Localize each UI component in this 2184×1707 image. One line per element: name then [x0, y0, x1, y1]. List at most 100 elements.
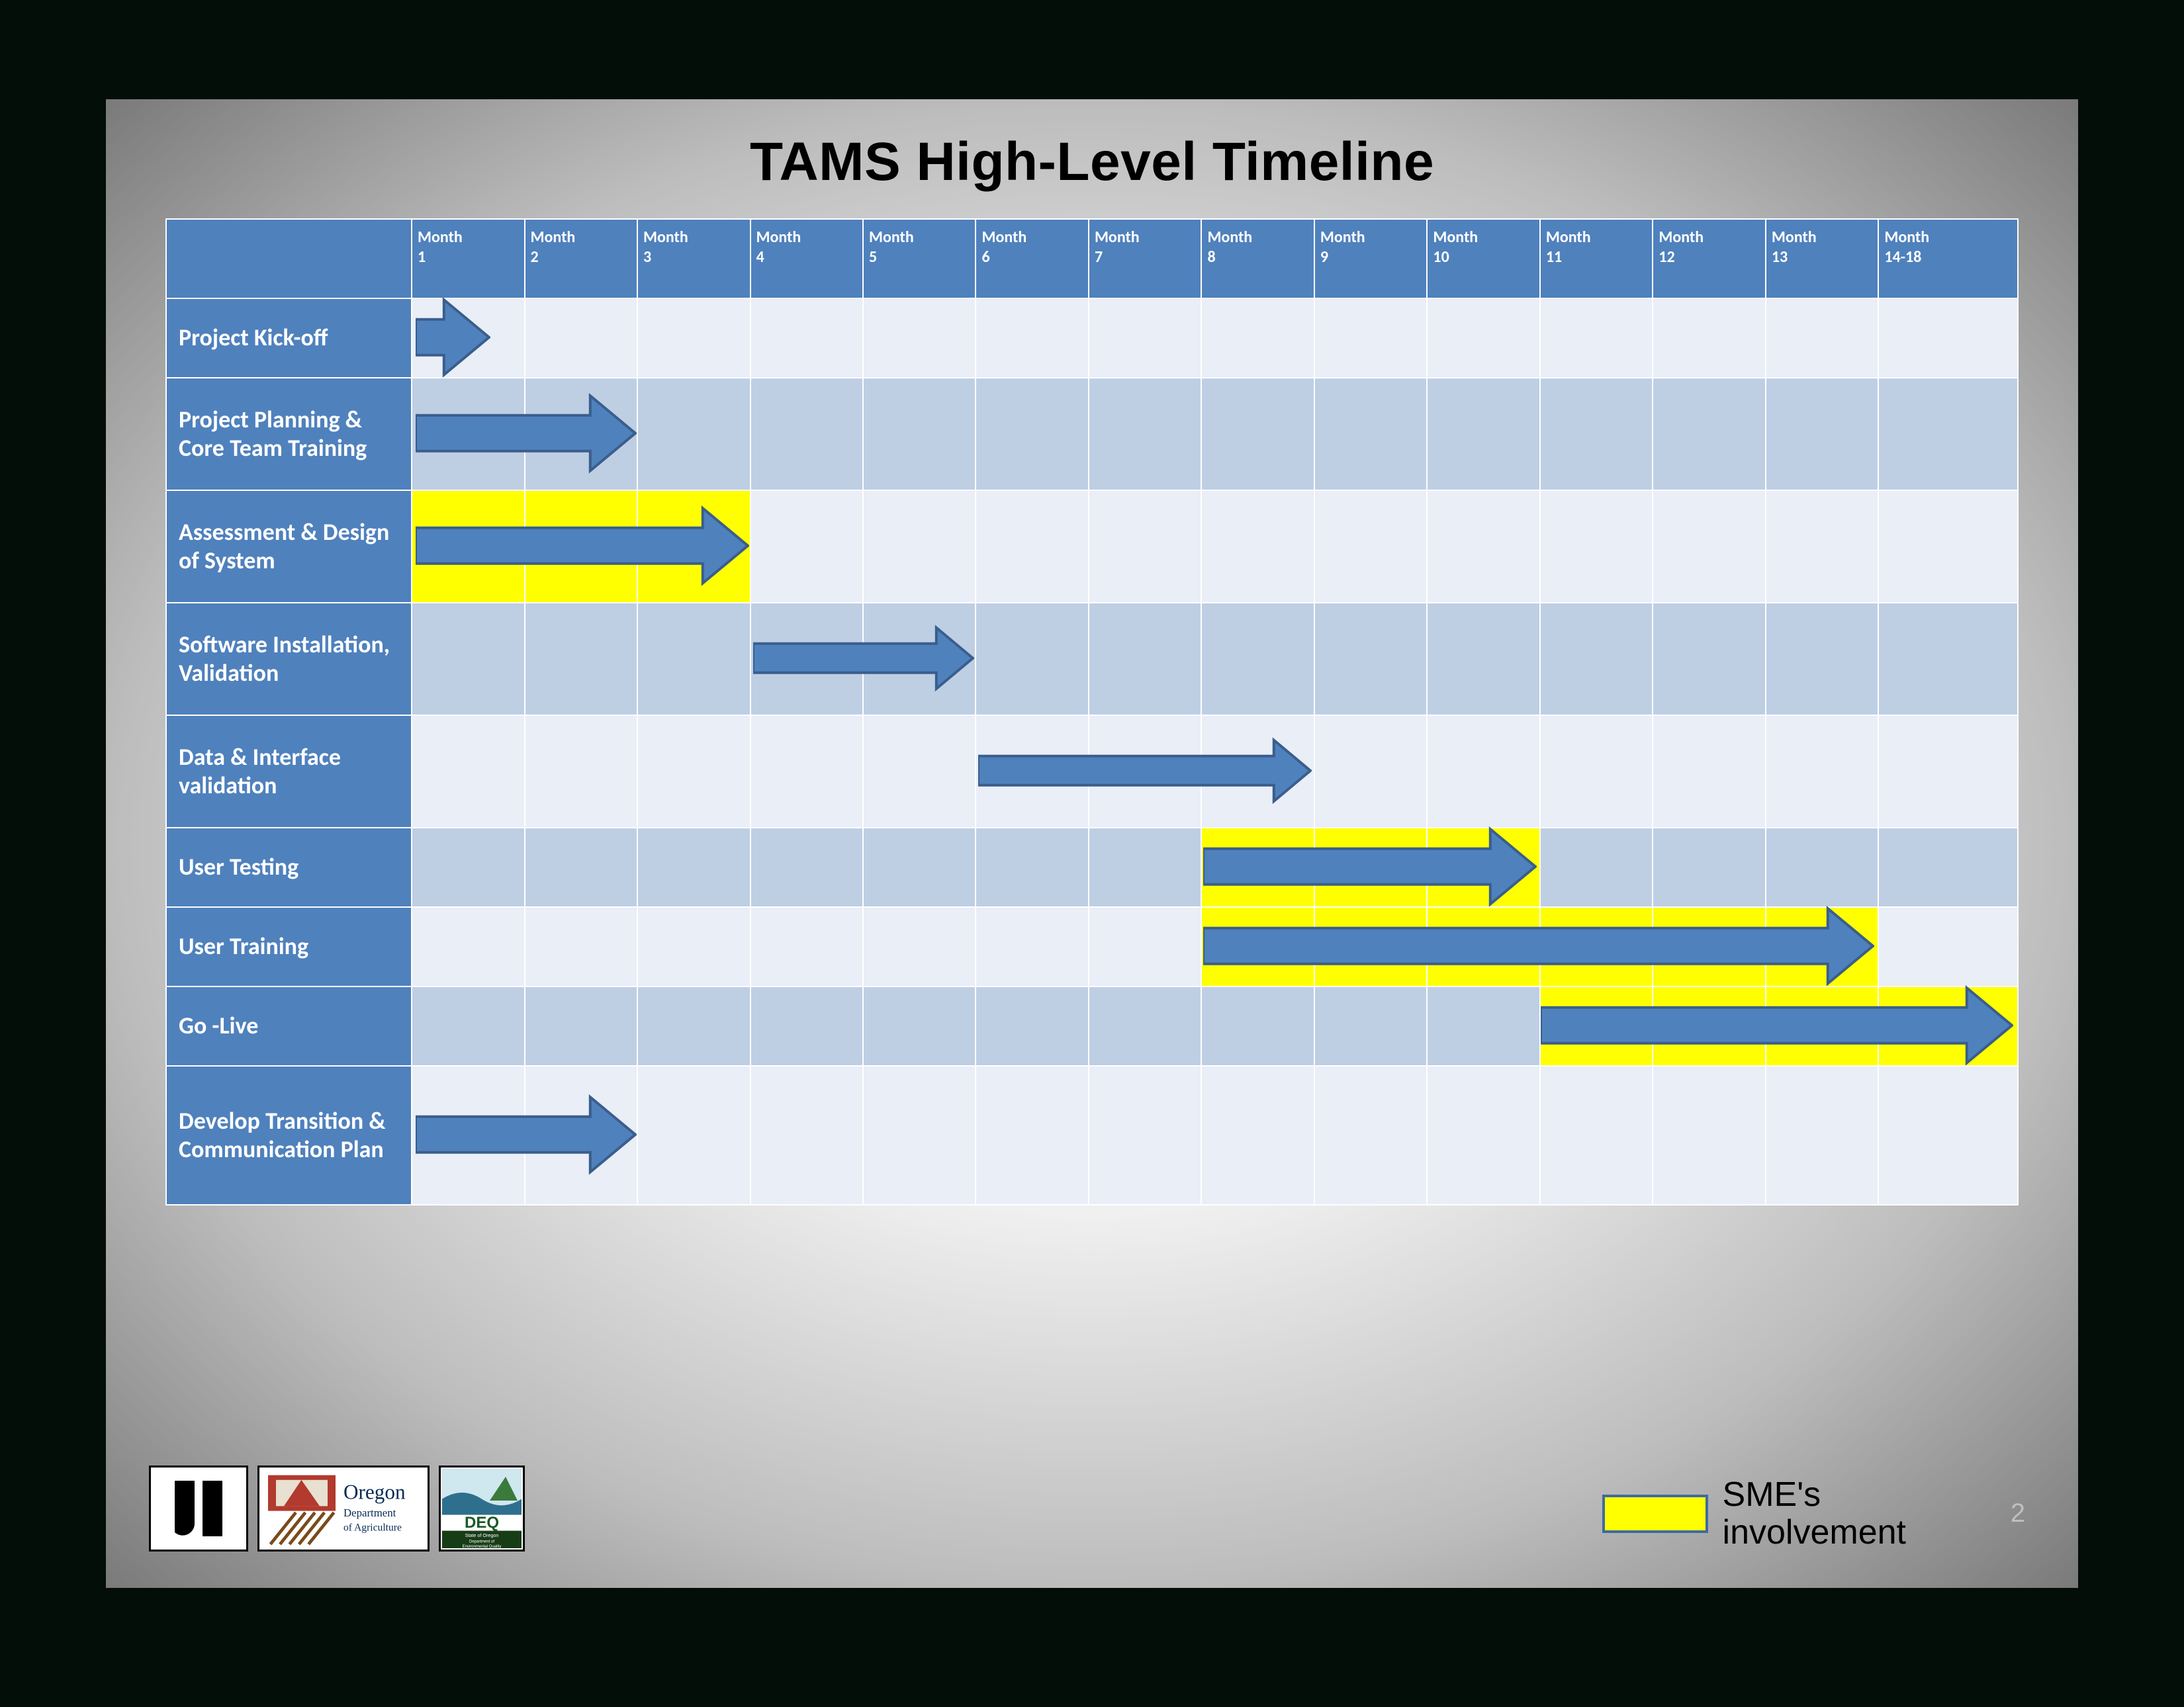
gantt-row: Project Planning & Core Team Training — [166, 378, 2018, 490]
gantt-cell — [637, 1066, 750, 1205]
gantt-cell — [412, 715, 524, 828]
gantt-cell — [751, 907, 863, 986]
gantt-cell — [1089, 603, 1201, 715]
gantt-cell — [1089, 378, 1201, 490]
gantt-cell — [412, 378, 524, 490]
gantt-cell — [976, 298, 1088, 378]
task-label: Assessment & Design of System — [166, 490, 412, 603]
gantt-row: Project Kick-off — [166, 298, 2018, 378]
gantt-cell — [1201, 298, 1314, 378]
task-label: Data & Interface validation — [166, 715, 412, 828]
month-header: Month11 — [1540, 219, 1653, 298]
month-header: Month8 — [1201, 219, 1314, 298]
gantt-cell — [1201, 378, 1314, 490]
gantt-cell — [863, 907, 976, 986]
gantt-cell — [1766, 715, 1878, 828]
gantt-cell — [412, 1066, 524, 1205]
task-label: Project Planning & Core Team Training — [166, 378, 412, 490]
gantt-cell — [525, 1066, 637, 1205]
task-label: Project Kick-off — [166, 298, 412, 378]
gantt-cell — [751, 378, 863, 490]
gantt-cell — [1540, 715, 1653, 828]
gantt-cell — [637, 986, 750, 1066]
gantt-corner — [166, 219, 412, 298]
month-header: Month2 — [525, 219, 637, 298]
month-header: Month5 — [863, 219, 976, 298]
gantt-cell — [1766, 986, 1878, 1066]
gantt-cell — [1878, 907, 2018, 986]
gantt-cell — [525, 828, 637, 907]
gantt-cell — [1089, 298, 1201, 378]
gantt-cell — [1540, 378, 1653, 490]
page-number: 2 — [2011, 1499, 2025, 1528]
month-header: Month10 — [1427, 219, 1539, 298]
gantt-cell — [1878, 378, 2018, 490]
gantt-cell — [1427, 907, 1539, 986]
svg-text:of Agriculture: of Agriculture — [343, 1522, 402, 1534]
slide-frame: TAMS High-Level Timeline Month1Month2Mon… — [0, 0, 2184, 1687]
gantt-table: Month1Month2Month3Month4Month5Month6Mont… — [165, 218, 2019, 1205]
gantt-cell — [1201, 490, 1314, 603]
svg-text:Environmental Quality: Environmental Quality — [463, 1545, 502, 1548]
gantt-cell — [412, 490, 524, 603]
gantt-cell — [525, 715, 637, 828]
gantt-header-row: Month1Month2Month3Month4Month5Month6Mont… — [166, 219, 2018, 298]
gantt-cell — [1540, 298, 1653, 378]
gantt-cell — [863, 490, 976, 603]
month-header: Month4 — [751, 219, 863, 298]
deq-logo: DEQ State of Oregon Department of Enviro… — [439, 1466, 525, 1552]
legend-swatch — [1602, 1495, 1708, 1533]
gantt-cell — [1201, 603, 1314, 715]
gantt-cell — [1427, 715, 1539, 828]
month-header: Month12 — [1653, 219, 1765, 298]
gantt-cell — [1314, 1066, 1427, 1205]
gantt-cell — [525, 298, 637, 378]
gantt-cell — [1653, 715, 1765, 828]
gantt-cell — [637, 298, 750, 378]
gantt-cell — [1540, 986, 1653, 1066]
gantt-cell — [637, 907, 750, 986]
gantt-cell — [863, 1066, 976, 1205]
gantt-cell — [1201, 828, 1314, 907]
gantt-cell — [637, 828, 750, 907]
oregon-agriculture-logo: Oregon Department of Agriculture — [257, 1466, 430, 1552]
gantt-cell — [1427, 603, 1539, 715]
gantt-cell — [1314, 490, 1427, 603]
gantt-cell — [1653, 907, 1765, 986]
gantt-cell — [976, 378, 1088, 490]
gantt-cell — [976, 715, 1088, 828]
gantt-cell — [1878, 715, 2018, 828]
gantt-cell — [1653, 378, 1765, 490]
gantt-cell — [412, 986, 524, 1066]
gantt-cell — [1089, 986, 1201, 1066]
svg-text:State of Oregon: State of Oregon — [465, 1532, 499, 1538]
month-header: Month3 — [637, 219, 750, 298]
gantt-cell — [1427, 1066, 1539, 1205]
gantt-cell — [751, 986, 863, 1066]
month-header: Month13 — [1766, 219, 1878, 298]
gantt-cell — [863, 298, 976, 378]
gantt-cell — [1089, 1066, 1201, 1205]
gantt-row: Go -Live — [166, 986, 2018, 1066]
oregon-agriculture-icon: Oregon Department of Agriculture — [261, 1469, 426, 1548]
gantt-cell — [976, 1066, 1088, 1205]
gantt-row: User Testing — [166, 828, 2018, 907]
gantt-row: Data & Interface validation — [166, 715, 2018, 828]
gantt-cell — [1427, 298, 1539, 378]
gantt-cell — [1878, 298, 2018, 378]
gantt-cell — [863, 378, 976, 490]
task-label: User Testing — [166, 828, 412, 907]
gantt-cell — [1427, 378, 1539, 490]
gantt-cell — [1089, 490, 1201, 603]
gantt-chart: Month1Month2Month3Month4Month5Month6Mont… — [165, 218, 2019, 1205]
gantt-cell — [1766, 298, 1878, 378]
gantt-cell — [1878, 828, 2018, 907]
gantt-cell — [1314, 828, 1427, 907]
gantt-cell — [1314, 907, 1427, 986]
odot-logo — [149, 1466, 248, 1552]
gantt-cell — [976, 603, 1088, 715]
task-label: Software Installation, Validation — [166, 603, 412, 715]
gantt-cell — [1766, 907, 1878, 986]
gantt-cell — [1089, 715, 1201, 828]
svg-text:Oregon: Oregon — [343, 1481, 406, 1504]
